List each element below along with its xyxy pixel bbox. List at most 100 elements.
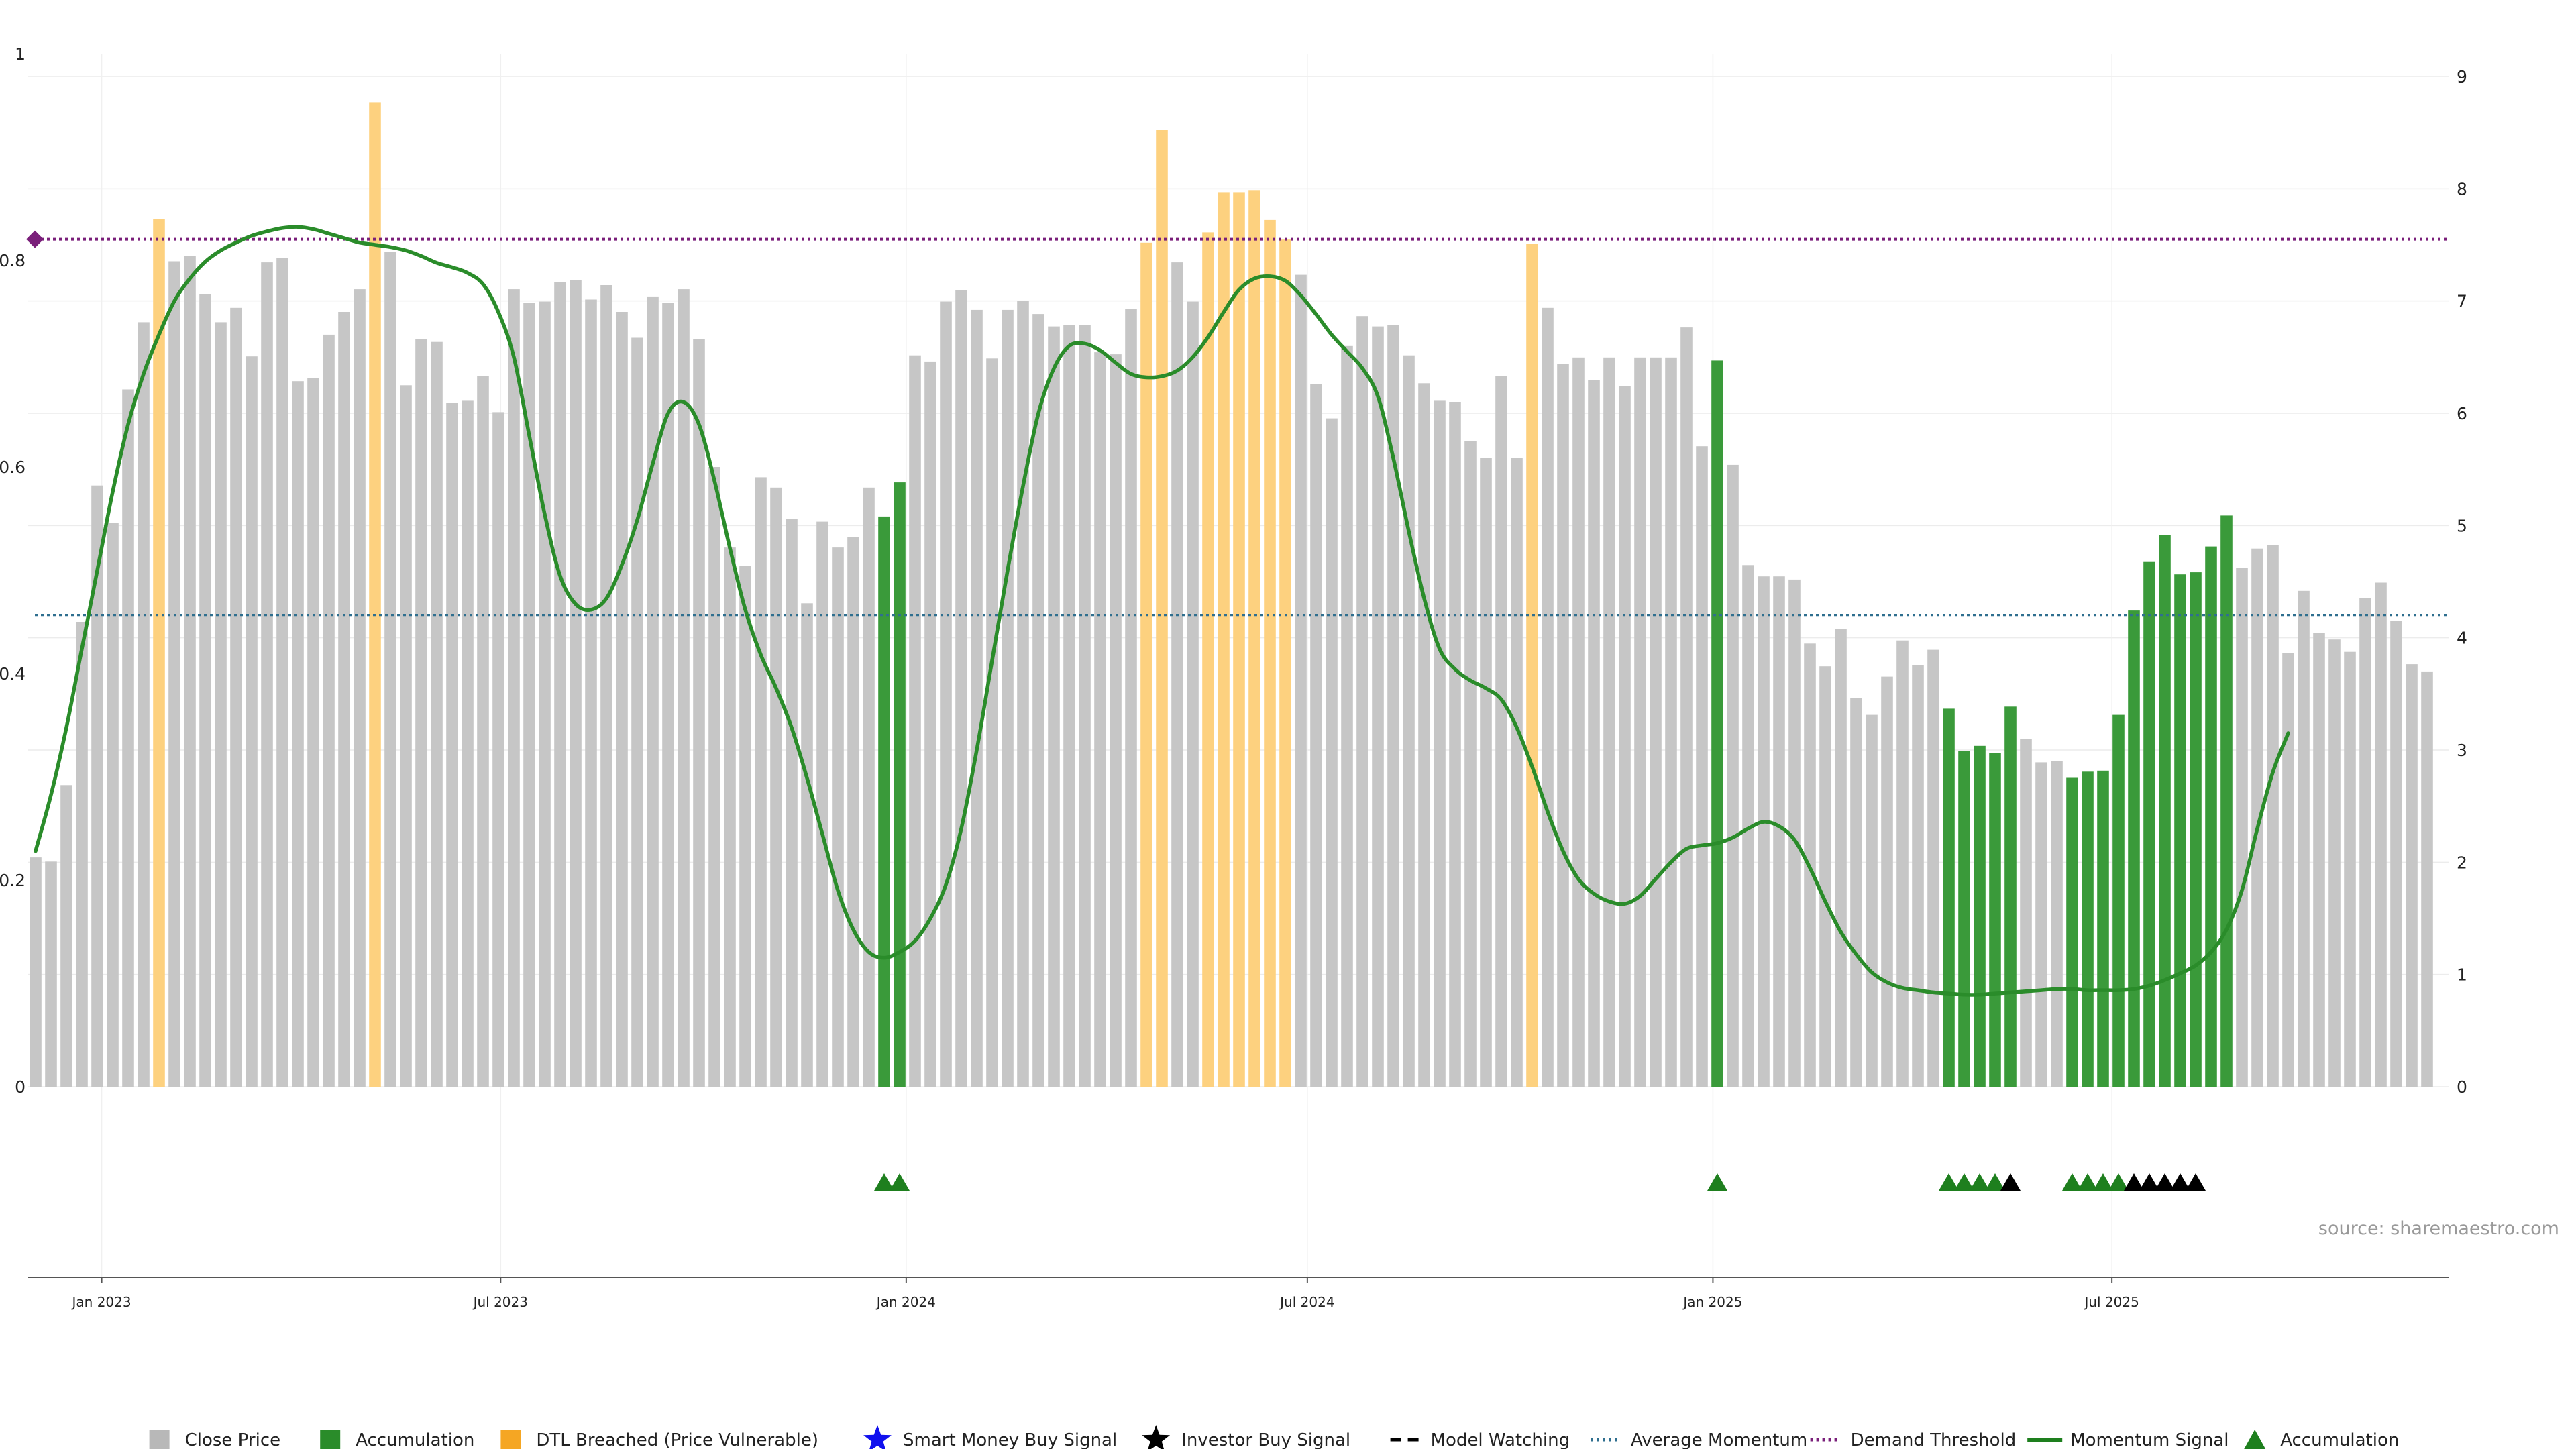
legend-item: Smart Money Buy Signal xyxy=(863,1425,1117,1449)
y-left-tick-label: 1 xyxy=(15,44,25,64)
close-price-bar xyxy=(1742,565,1754,1087)
close-price-bar xyxy=(600,285,612,1087)
close-price-bar xyxy=(1727,464,1739,1087)
close-price-bar xyxy=(400,385,412,1087)
close-price-bar xyxy=(2359,598,2371,1087)
close-price-bar xyxy=(1835,629,1847,1087)
close-price-bar xyxy=(292,381,304,1087)
close-price-bar xyxy=(1634,357,1646,1087)
y-right-tick-label: 8 xyxy=(2457,179,2467,199)
close-price-bar xyxy=(122,389,134,1087)
close-price-bar xyxy=(847,537,859,1087)
source-label: source: sharemaestro.com xyxy=(2318,1218,2559,1239)
close-price-bar xyxy=(1372,326,1384,1087)
close-price-bar xyxy=(1927,649,1939,1087)
close-price-bar xyxy=(2236,568,2248,1087)
close-price-bar xyxy=(492,412,504,1087)
legend-item: Demand Threshold xyxy=(1810,1430,2016,1449)
accumulation-bar xyxy=(878,516,890,1087)
close-price-bar xyxy=(1495,376,1507,1087)
dtl-breached-bar xyxy=(1248,190,1260,1087)
x-tick-label: Jan 2023 xyxy=(71,1294,131,1310)
close-price-bar xyxy=(570,280,582,1087)
legend: Close Price Accumulation DTL Breached (Pri… xyxy=(149,1425,2399,1449)
close-price-bar xyxy=(554,282,566,1087)
close-price-bar xyxy=(215,322,227,1087)
close-price-bar xyxy=(1017,301,1029,1087)
close-price-bar xyxy=(1572,357,1585,1087)
close-price-bar xyxy=(2035,762,2047,1087)
close-price-bar xyxy=(1418,383,1430,1087)
close-price-bar xyxy=(2390,621,2402,1087)
close-price-bar xyxy=(1110,354,1122,1087)
accumulation-bar xyxy=(894,482,906,1087)
accumulation-triangle xyxy=(1970,1173,1990,1191)
dtl-breached-bar xyxy=(1218,192,1230,1087)
accumulation-bar xyxy=(2159,535,2171,1087)
close-price-bar xyxy=(1696,446,1708,1087)
dtl-breached-bar xyxy=(1140,242,1152,1087)
legend-label: Close Price xyxy=(185,1430,281,1449)
legend-item: DTL Breached (Price Vulnerable) xyxy=(500,1430,818,1449)
close-price-bar xyxy=(786,519,798,1087)
close-price-bar xyxy=(755,477,767,1087)
y-right-tick-label: 2 xyxy=(2457,853,2467,872)
y-right-tick-label: 9 xyxy=(2457,67,2467,87)
close-price-bar xyxy=(1650,357,1662,1087)
close-price-bar xyxy=(1665,357,1677,1087)
accumulation-bar xyxy=(1974,745,1986,1087)
close-price-bar xyxy=(246,356,258,1087)
legend-label: Investor Buy Signal xyxy=(1181,1430,1350,1449)
accumulation-triangle xyxy=(1939,1173,1959,1191)
legend-item: Momentum Signal xyxy=(2027,1430,2229,1449)
close-price-bar xyxy=(1758,576,1770,1087)
close-price-bar xyxy=(2298,590,2310,1087)
close-price-bar xyxy=(1310,384,1322,1087)
close-price-bar xyxy=(616,312,628,1087)
close-price-bar xyxy=(1002,309,1014,1087)
bars-layer xyxy=(30,102,2433,1087)
accumulation-bar xyxy=(1943,708,1955,1087)
y-left-tick-label: 0.8 xyxy=(0,251,25,270)
close-price-bar xyxy=(2375,582,2387,1087)
close-price-bar xyxy=(1464,441,1477,1087)
close-price-bar xyxy=(1449,402,1461,1087)
legend-swatch xyxy=(149,1430,170,1449)
close-price-bar xyxy=(678,289,690,1087)
accumulation-triangle xyxy=(2078,1173,2098,1191)
close-price-bar xyxy=(1187,301,1199,1087)
close-price-bar xyxy=(2020,739,2032,1087)
close-price-bar xyxy=(1557,364,1569,1087)
accumulation-triangle xyxy=(2062,1173,2082,1191)
y-left-tick-label: 0.4 xyxy=(0,664,25,684)
accumulation-triangle xyxy=(2093,1173,2113,1191)
x-tick-label: Jan 2025 xyxy=(1682,1294,1742,1310)
close-price-bar xyxy=(2051,761,2063,1087)
legend-item: Investor Buy Signal xyxy=(1142,1425,1350,1449)
close-price-bar xyxy=(1341,345,1353,1087)
accumulation-bar xyxy=(2220,515,2233,1087)
y-right-tick-label: 6 xyxy=(2457,404,2467,423)
x-tick-label: Jul 2025 xyxy=(2083,1294,2139,1310)
close-price-bar xyxy=(2267,545,2279,1087)
close-price-bar xyxy=(662,303,674,1087)
y-right-tick-label: 4 xyxy=(2457,629,2467,648)
close-price-bar xyxy=(462,400,474,1087)
close-price-bar xyxy=(1079,325,1091,1087)
close-price-bar xyxy=(184,256,196,1087)
close-price-bar xyxy=(1773,576,1785,1087)
y-left-tick-label: 0.6 xyxy=(0,458,25,477)
investor-buy-triangle xyxy=(2000,1173,2021,1191)
close-price-bar xyxy=(724,547,736,1087)
legend-label: Average Momentum xyxy=(1631,1430,1807,1449)
close-price-bar xyxy=(1511,458,1523,1087)
close-price-bar xyxy=(354,289,366,1087)
y-left-tick-label: 0 xyxy=(15,1077,25,1097)
dtl-breached-bar xyxy=(153,219,165,1087)
dtl-breached-bar xyxy=(1233,192,1245,1087)
accumulation-triangle xyxy=(874,1173,894,1191)
investor-buy-triangle xyxy=(2139,1173,2159,1191)
accumulation-bar xyxy=(2174,574,2186,1087)
momentum-signal-line xyxy=(34,225,2290,997)
dtl-breached-bar xyxy=(1279,239,1291,1087)
